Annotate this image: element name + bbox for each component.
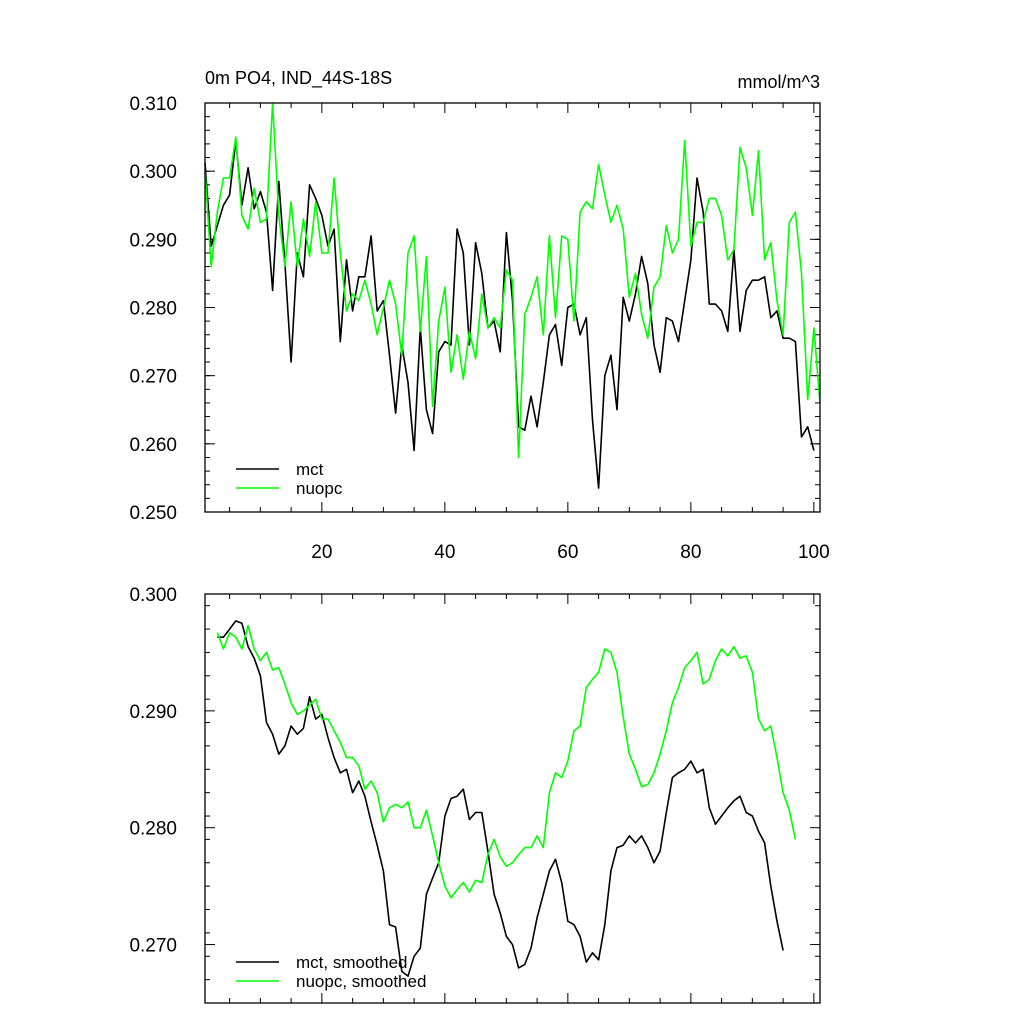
series-lines-bottom	[217, 621, 795, 976]
legend-label: nuopc, smoothed	[296, 972, 426, 991]
y-tick-label: 0.310	[129, 94, 177, 115]
x-tick-label: 100	[798, 542, 830, 563]
y-tick-label: 0.280	[129, 299, 177, 320]
y-tick-label: 0.290	[129, 230, 177, 251]
y-tick-label: 0.300	[129, 162, 177, 183]
x-tick-label: 40	[434, 542, 455, 563]
y-tick-label: 0.270	[129, 367, 177, 388]
legend-label: mct	[296, 460, 324, 479]
series-line-mct	[205, 141, 814, 489]
x-tick-label: 20	[311, 542, 332, 563]
bottom-panel: 0.270 0.280 0.290 0.300 mct, smoothednuopc,…	[129, 585, 820, 1003]
y-tick-label: 0.290	[129, 702, 177, 723]
legend-label: nuopc	[296, 479, 343, 498]
legend-label: mct, smoothed	[296, 953, 408, 972]
x-tick-label: 80	[680, 542, 701, 563]
y-tick-label: 0.270	[129, 936, 177, 957]
axis-ticks-bottom: 0.270 0.280 0.290 0.300	[129, 585, 820, 1003]
axis-ticks-top: 0.250 0.260 0.270 0.280 0.290 0.300 0.310 20 40 6…	[129, 94, 829, 563]
y-tick-label: 0.260	[129, 435, 177, 456]
top-panel: 0m PO4, IND_44S-18S mmol/m^3 0.2500.2600…	[129, 68, 829, 563]
y-tick-label: 0.300	[129, 585, 177, 606]
y-tick-label: 0.250	[129, 503, 177, 524]
series-line-mct-smoothed	[217, 621, 783, 976]
series-line-nuopc-smoothed	[217, 626, 795, 898]
units-label: mmol/m^3	[738, 72, 820, 92]
series-line-nuopc	[205, 103, 820, 458]
y-tick-label: 0.280	[129, 819, 177, 840]
x-tick-label: 60	[557, 542, 578, 563]
series-lines-top	[205, 103, 820, 488]
chart-title: 0m PO4, IND_44S-18S	[205, 68, 392, 89]
